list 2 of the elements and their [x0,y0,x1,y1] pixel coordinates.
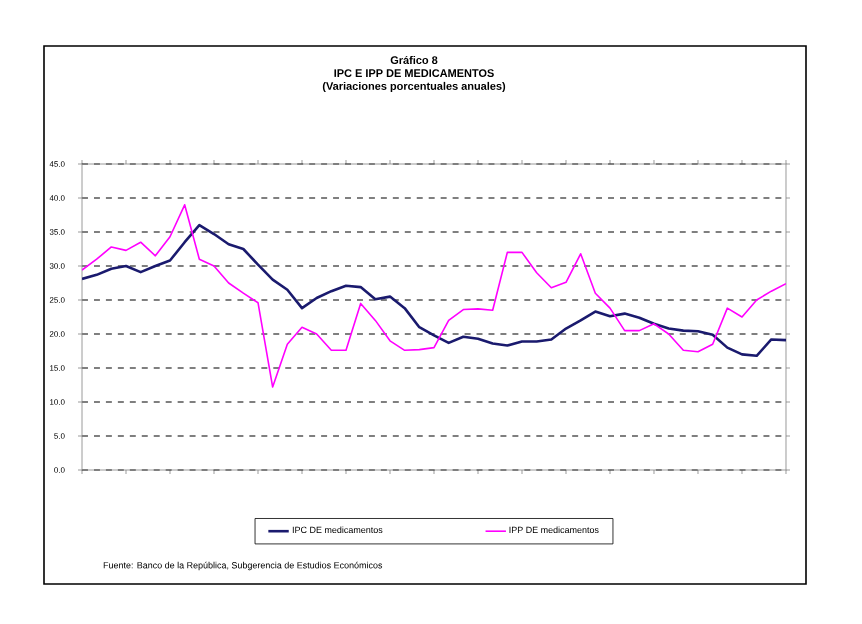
line-series [82,204,786,388]
line-series [82,223,786,358]
